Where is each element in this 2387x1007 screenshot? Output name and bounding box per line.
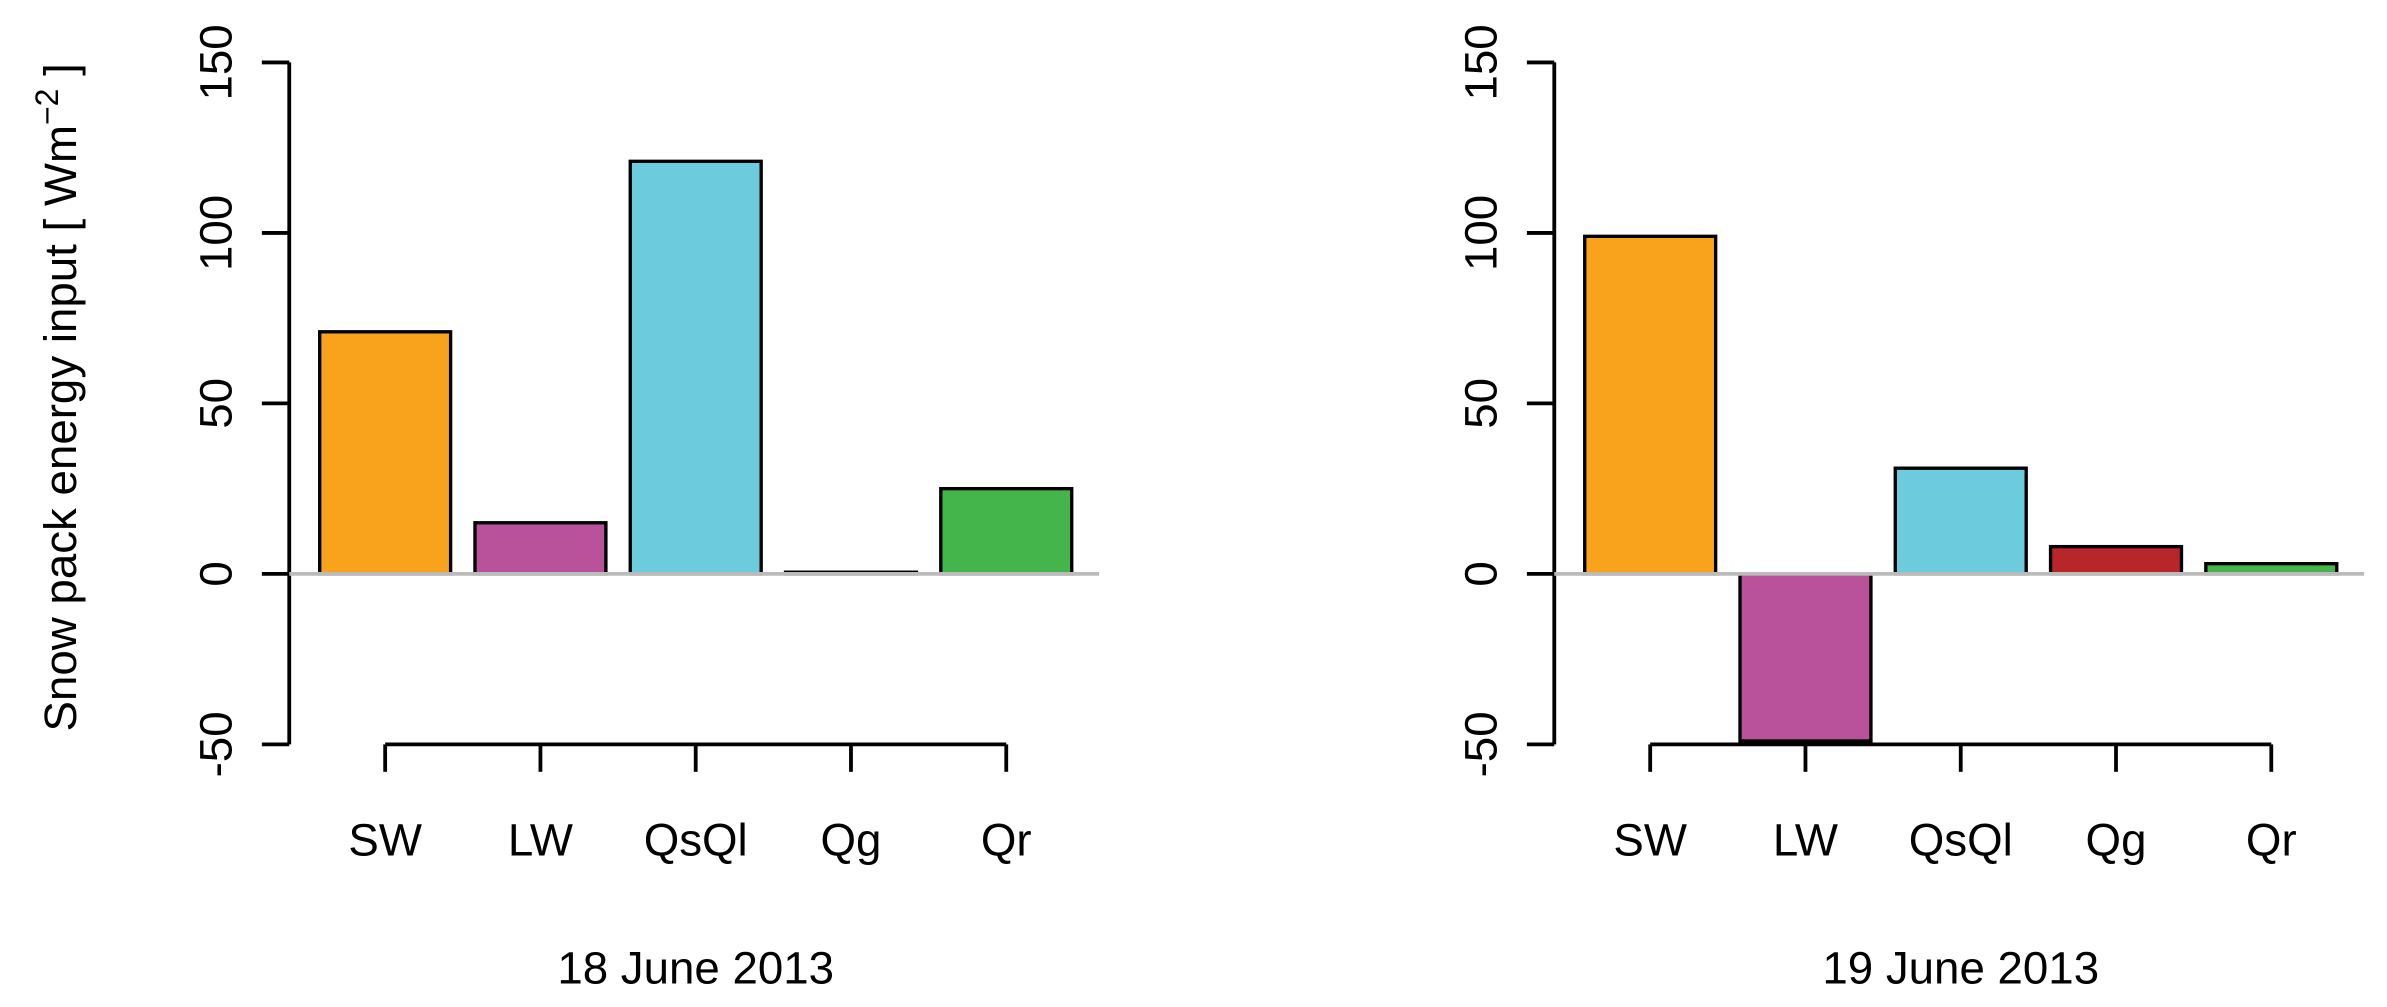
y-tick-label: -50	[190, 711, 241, 777]
y-tick-label: 150	[1455, 24, 1506, 100]
chart-panel: -50 0 50 100 150 SW LW QsQl Qg Qr 18 June 2013 Snow…	[29, 24, 1100, 993]
y-tick-label: 50	[1455, 378, 1506, 429]
y-axis-title: Snow pack energy input [ Wm−2 ]	[29, 63, 86, 731]
bar	[2048, 544, 2184, 576]
x-tick-label: SW	[1613, 815, 1687, 866]
y-tick-label: -50	[1455, 711, 1506, 777]
x-tick-label: QsQl	[644, 815, 748, 866]
x-axis-title: 19 June 2013	[1822, 942, 2099, 993]
bar	[628, 159, 763, 576]
y-axis-title-end: ]	[35, 63, 86, 88]
y-tick-label: 0	[1455, 561, 1506, 586]
x-tick-label: Qr	[981, 815, 1032, 866]
x-tick-label: Qr	[2246, 815, 2297, 866]
x-axis-title: 18 June 2013	[557, 942, 834, 993]
x-tick-label: LW	[1773, 815, 1838, 866]
x-tick-label: QsQl	[1909, 815, 2013, 866]
y-tick-label: 100	[1455, 195, 1506, 271]
x-tick-label: Qg	[821, 815, 882, 866]
bar	[318, 330, 453, 576]
x-tick-label: Qg	[2086, 815, 2147, 866]
y-axis-title-main: Snow pack energy input [ Wm	[35, 125, 86, 731]
y-tick-label: 0	[190, 561, 241, 586]
y-axis-title-sup: −2	[29, 89, 65, 125]
bar	[473, 521, 608, 576]
x-tick-label: SW	[348, 815, 422, 866]
y-tick-label: 50	[190, 378, 241, 429]
bar	[1893, 466, 2028, 576]
bar	[1583, 234, 1718, 576]
y-tick-label: 150	[190, 24, 241, 100]
bar	[939, 486, 1074, 576]
bar	[1738, 572, 1873, 743]
chart-panel: -50 0 50 100 150 SW LW QsQl Qg Qr 19 June 2013	[1455, 24, 2365, 993]
y-tick-label: 100	[190, 195, 241, 271]
x-tick-label: LW	[508, 815, 573, 866]
